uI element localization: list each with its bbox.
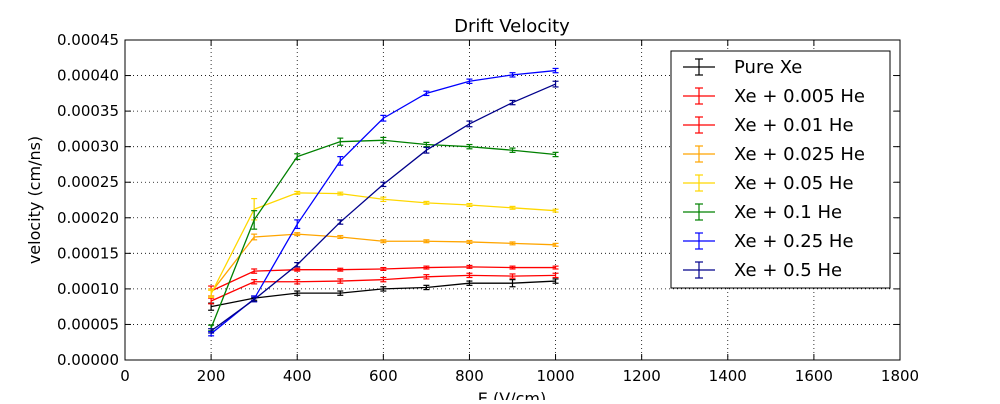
y-axis-label: velocity (cm/ns) [25, 136, 44, 264]
x-tick-label: 200 [197, 367, 226, 385]
legend-label: Xe + 0.1 He [734, 202, 842, 223]
series-4 [208, 232, 559, 297]
legend-label: Xe + 0.025 He [734, 144, 865, 165]
series-6 [208, 136, 559, 332]
legend-label: Xe + 0.05 He [734, 173, 854, 194]
legend-label: Xe + 0.005 He [734, 86, 865, 107]
axis-ticks: 0 200 400 600 800 1000 1200 1400 1600 1800 0.00000… [57, 31, 919, 385]
legend-entry: Xe + 0.01 He [683, 115, 854, 136]
chart-title: Drift Velocity [454, 16, 570, 37]
y-tick-label: 0.00040 [57, 67, 119, 85]
y-tick-label: 0.00045 [57, 31, 119, 49]
y-tick-label: 0.00025 [57, 173, 119, 191]
y-tick-label: 0.00015 [57, 244, 119, 262]
x-axis-label: E (V/cm) [478, 389, 546, 400]
legend-label: Xe + 0.25 He [734, 231, 854, 252]
legend-label: Xe + 0.5 He [734, 260, 842, 281]
series-8 [208, 80, 559, 334]
legend-label: Xe + 0.01 He [734, 115, 854, 136]
x-tick-label: 1800 [881, 367, 919, 385]
plot-frame [124, 39, 901, 361]
legend-frame [670, 50, 891, 289]
legend-entry: Pure Xe [683, 57, 802, 78]
legend-entry: Xe + 0.005 He [683, 86, 865, 107]
y-tick-label: 0.00010 [57, 280, 119, 298]
series-2 [208, 272, 559, 305]
x-tick-label: 1000 [536, 367, 574, 385]
x-tick-label: 0 [120, 367, 130, 385]
legend-entry: Xe + 0.25 He [683, 231, 854, 252]
y-tick-label: 0.00030 [57, 138, 119, 156]
series-line [210, 69, 556, 335]
legend-entry: Xe + 0.5 He [683, 260, 842, 281]
y-tick-label: 0.00035 [57, 102, 119, 120]
x-tick-label: 400 [283, 367, 312, 385]
x-tick-label: 1400 [709, 367, 747, 385]
legend-label: Pure Xe [734, 57, 802, 78]
y-tick-label: 0.00020 [57, 209, 119, 227]
legend: Pure Xe Xe + 0.005 He Xe + 0.01 He Xe + 0.0… [670, 50, 891, 289]
data-series [208, 67, 559, 337]
y-tick-label: 0.00000 [57, 351, 119, 369]
x-tick-label: 600 [369, 367, 398, 385]
legend-entry: Xe + 0.025 He [683, 144, 865, 165]
y-tick-label: 0.00005 [57, 315, 119, 333]
x-tick-label: 1600 [795, 367, 833, 385]
legend-entry: Xe + 0.05 He [683, 173, 854, 194]
x-tick-label: 1200 [623, 367, 661, 385]
x-tick-label: 800 [455, 367, 484, 385]
legend-entry: Xe + 0.1 He [683, 202, 842, 223]
